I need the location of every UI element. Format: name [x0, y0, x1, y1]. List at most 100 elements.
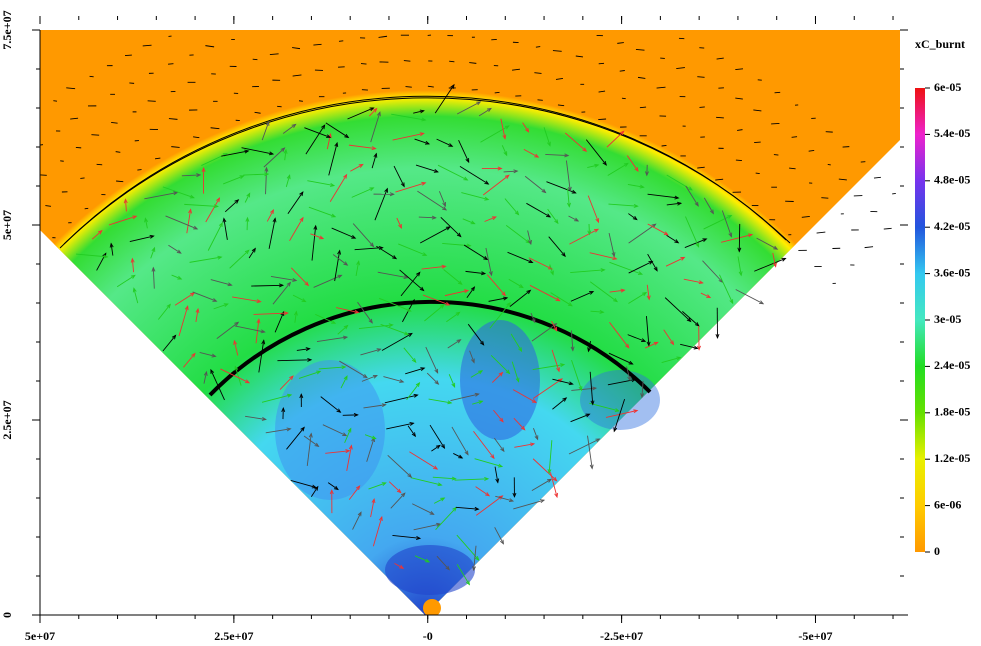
- velocity-arrow: [413, 110, 424, 114]
- arrow-head: [421, 117, 427, 122]
- velocity-arrow: [548, 236, 566, 257]
- velocity-arrow: [475, 486, 490, 497]
- arrow-head: [676, 356, 682, 361]
- velocity-arrow: [716, 116, 724, 119]
- arrow-head: [589, 291, 595, 295]
- velocity-arrow: [205, 45, 215, 48]
- arrow-head: [355, 485, 361, 491]
- velocity-arrow: [665, 257, 685, 267]
- velocity-arrow: [716, 57, 724, 60]
- velocity-arrow: [567, 188, 570, 207]
- arrow-head: [486, 107, 492, 112]
- velocity-arrow: [449, 60, 455, 63]
- velocity-arrow: [883, 227, 892, 230]
- arrow-head: [445, 565, 451, 571]
- velocity-arrow: [587, 164, 599, 168]
- arrow-head: [498, 371, 504, 377]
- velocity-arrow: [753, 109, 762, 112]
- arrow-head: [556, 367, 560, 373]
- velocity-arrow: [465, 270, 486, 275]
- velocity-arrow: [320, 396, 341, 413]
- arrow-head: [642, 291, 648, 297]
- velocity-arrow: [534, 72, 542, 74]
- velocity-arrow: [533, 428, 539, 440]
- velocity-arrow: [70, 117, 79, 120]
- velocity-arrow: [178, 306, 189, 337]
- arrow-head: [342, 432, 348, 437]
- velocity-arrow: [396, 217, 402, 229]
- arrow-head: [491, 216, 497, 221]
- arrow-head: [611, 252, 616, 258]
- velocity-arrow: [184, 203, 218, 207]
- velocity-arrow: [168, 63, 174, 65]
- velocity-arrow: [507, 251, 533, 263]
- velocity-arrow: [680, 343, 698, 349]
- velocity-arrow: [422, 294, 450, 306]
- velocity-arrow: [661, 357, 681, 364]
- arrow-head: [434, 380, 440, 385]
- arrow-head: [458, 454, 464, 459]
- velocity-arrow: [415, 164, 438, 173]
- arrow-head: [211, 353, 217, 358]
- velocity-arrow: [494, 91, 500, 94]
- velocity-arrow: [346, 445, 352, 471]
- velocity-arrow: [490, 354, 510, 374]
- arrow-head: [562, 397, 568, 402]
- arrow-head: [680, 256, 686, 261]
- arrow-head: [474, 392, 480, 397]
- velocity-arrow: [523, 148, 539, 158]
- velocity-arrow: [290, 480, 316, 488]
- velocity-arrow: [376, 245, 397, 259]
- arrow-head: [371, 435, 377, 440]
- velocity-arrow: [676, 67, 685, 70]
- arrow-head: [411, 358, 417, 364]
- arrow-head: [497, 463, 504, 468]
- velocity-arrow: [213, 303, 228, 310]
- velocity-arrow: [467, 323, 484, 346]
- velocity-arrow: [351, 187, 374, 198]
- x-tick-label: -2.5e+07: [600, 629, 643, 643]
- velocity-arrow: [254, 111, 261, 114]
- velocity-arrow: [565, 160, 571, 191]
- arrow-head: [465, 580, 470, 586]
- velocity-arrow: [512, 389, 537, 403]
- velocity-arrow: [528, 257, 553, 270]
- arrow-head: [567, 302, 573, 307]
- arrow-head: [639, 184, 645, 189]
- arrow-head: [474, 556, 480, 561]
- velocity-arrow: [329, 174, 347, 202]
- velocity-arrow: [285, 175, 291, 188]
- arrow-head: [592, 386, 598, 391]
- arrow-head: [470, 358, 475, 364]
- colorbar-tick-label: 3.6e-05: [934, 265, 970, 279]
- velocity-arrow: [551, 349, 560, 372]
- arrow-head: [372, 374, 378, 379]
- arrow-head: [416, 271, 421, 277]
- velocity-arrow: [108, 215, 137, 226]
- velocity-arrow: [174, 292, 195, 306]
- arrow-head: [347, 427, 352, 433]
- arrow-head: [547, 141, 551, 147]
- velocity-arrow: [298, 370, 321, 379]
- velocity-arrow: [45, 205, 52, 207]
- arrow-head: [451, 382, 456, 388]
- velocity-arrow: [473, 545, 477, 571]
- y-tick-label: 7.5e+07: [0, 10, 14, 49]
- arrow-head: [244, 379, 251, 384]
- arrow-head: [378, 515, 383, 522]
- velocity-arrow: [162, 186, 194, 199]
- velocity-arrow: [391, 113, 426, 121]
- velocity-arrow: [421, 265, 446, 270]
- arrow-head: [567, 186, 572, 192]
- velocity-arrow: [282, 124, 296, 134]
- arrow-head: [686, 317, 692, 323]
- arrow-head: [433, 168, 439, 173]
- velocity-arrow: [286, 427, 305, 450]
- arrow-head: [369, 242, 375, 248]
- arrow-head: [564, 153, 570, 158]
- velocity-arrow: [505, 225, 530, 244]
- arrow-head: [215, 197, 221, 203]
- arrow-head: [706, 294, 712, 299]
- velocity-arrow: [410, 477, 442, 486]
- velocity-arrow: [424, 304, 445, 322]
